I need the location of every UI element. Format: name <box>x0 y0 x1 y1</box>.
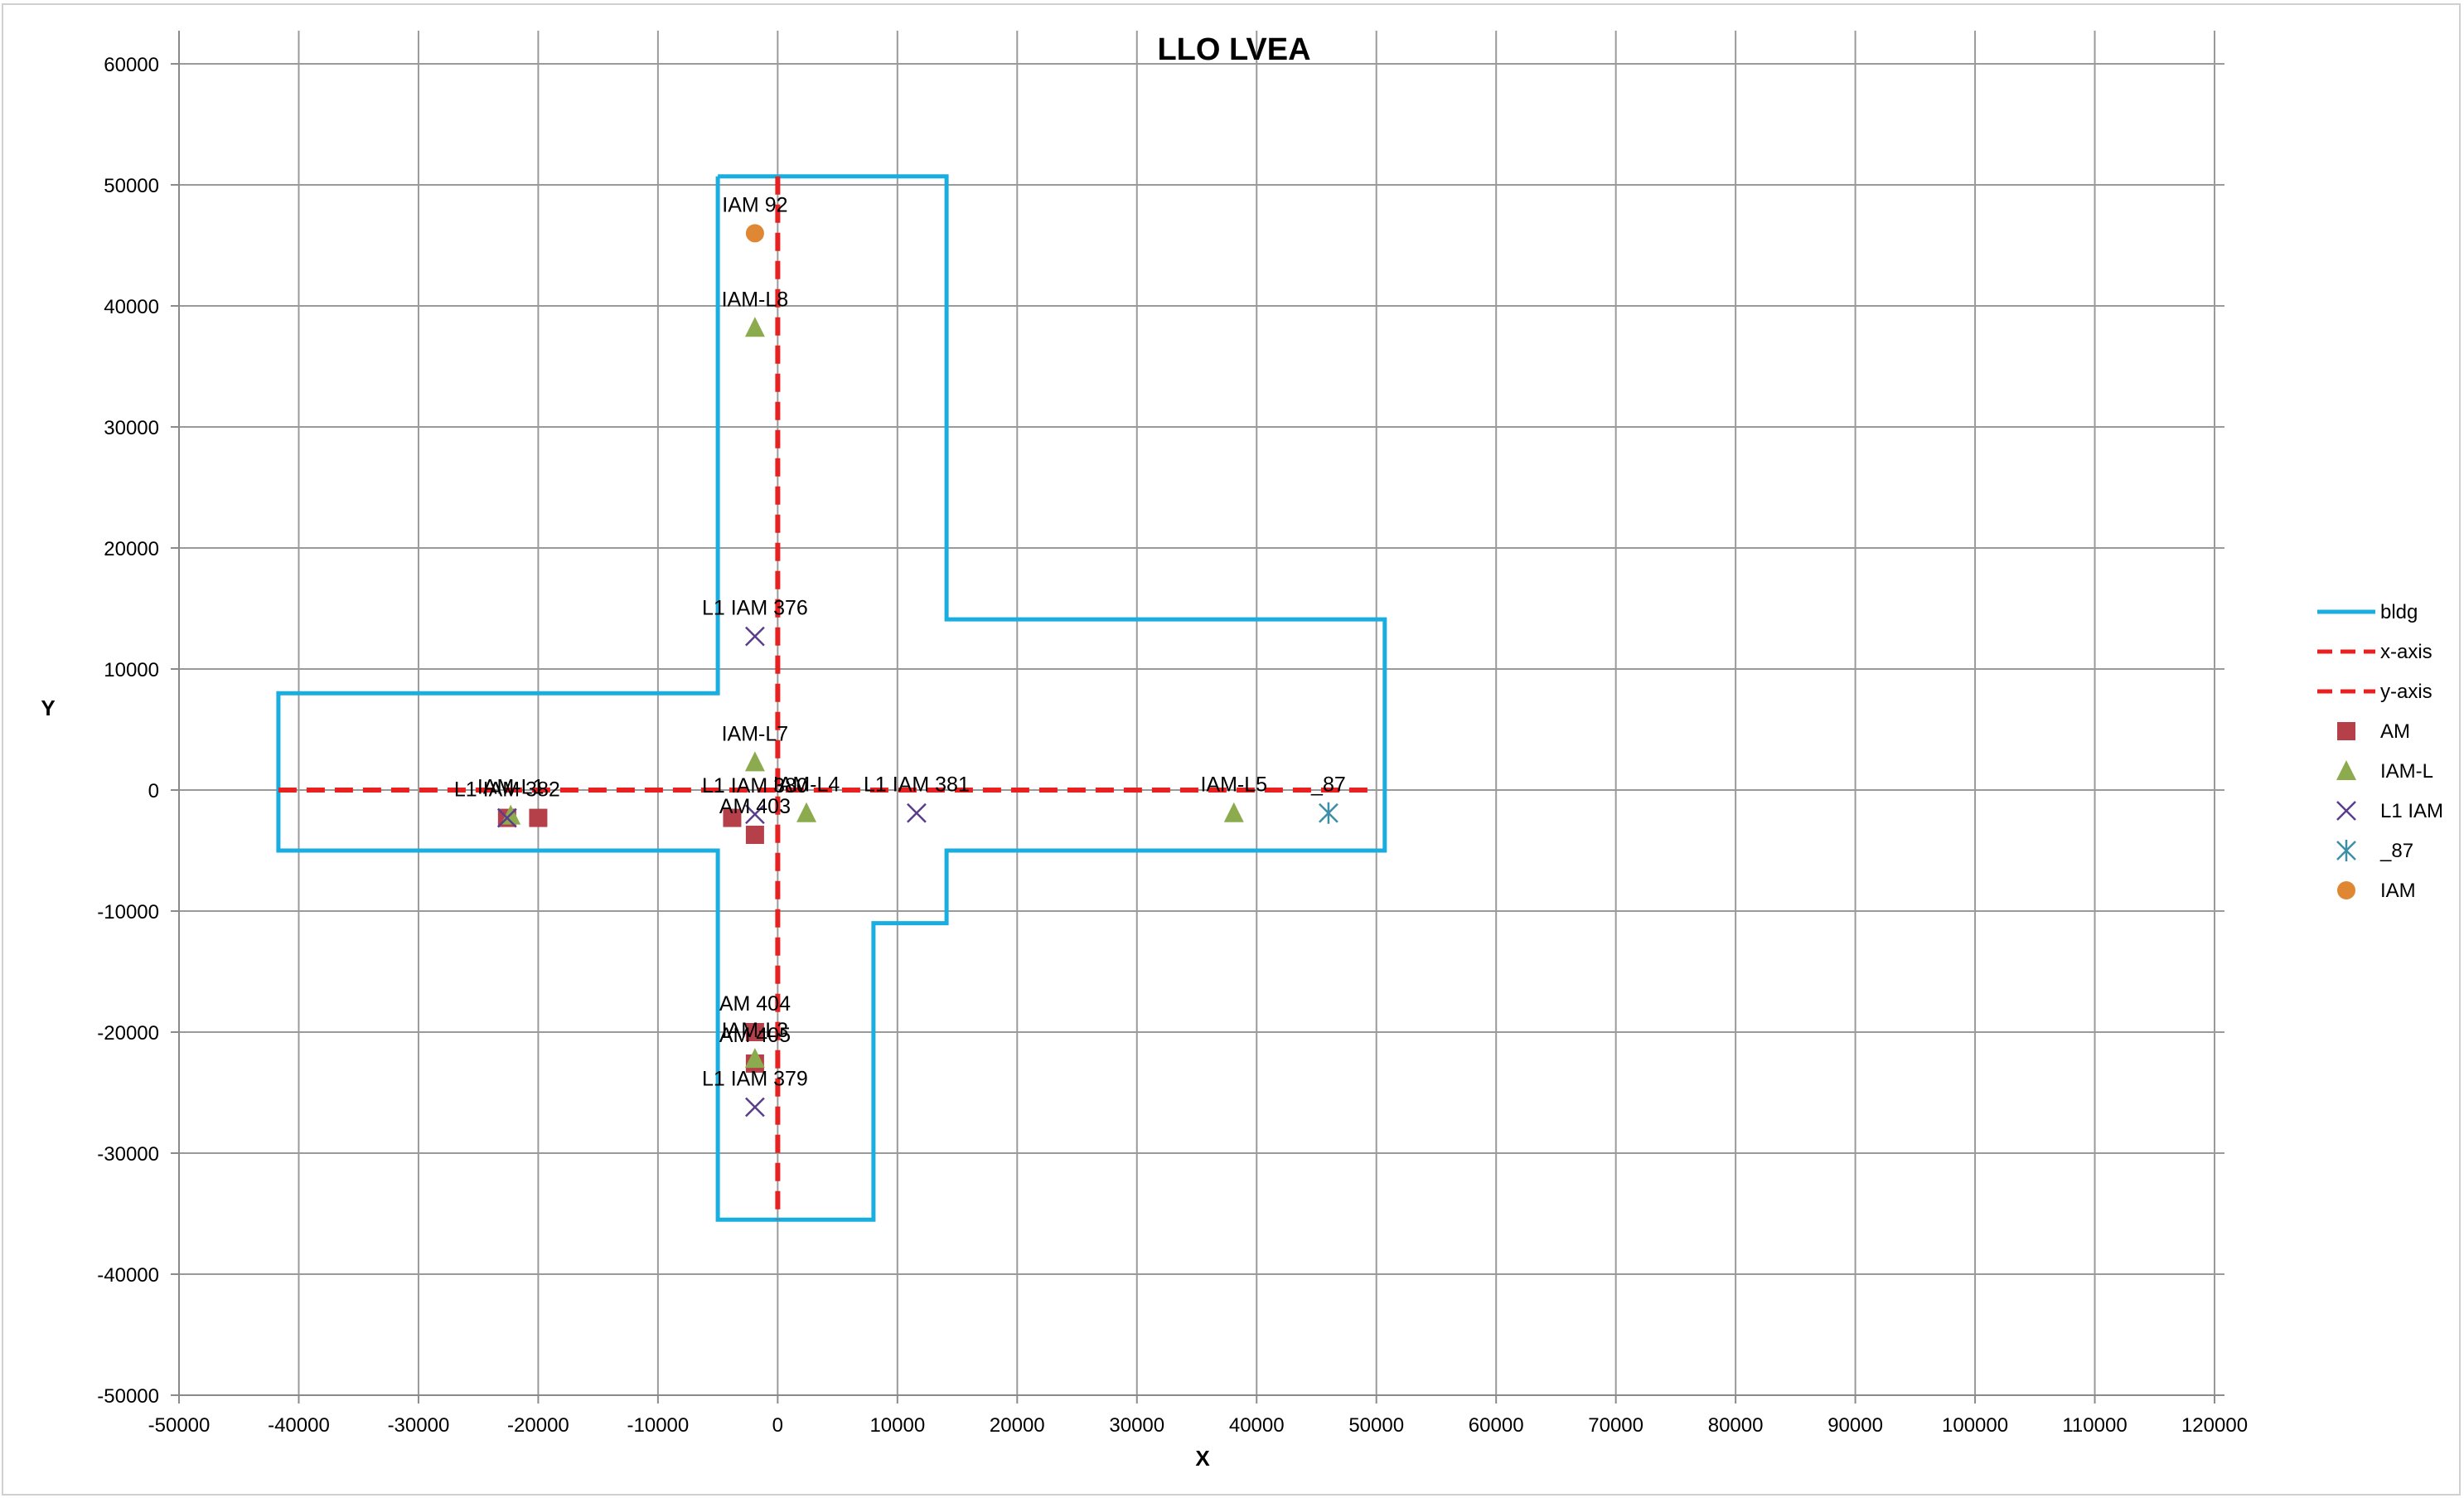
marker-iam-l <box>744 751 765 772</box>
legend-label-87: _87 <box>2379 840 2413 862</box>
legend: bldg x-axis y-axis AM IAM-L L1 IAM _87 IAM <box>2317 601 2443 902</box>
x-tick-label: 70000 <box>1588 1414 1643 1437</box>
point-label: IAM-L3 <box>722 1019 789 1042</box>
legend-label-l1-iam: L1 IAM <box>2380 800 2443 822</box>
legend-label-bldg: bldg <box>2380 601 2418 623</box>
marker-am <box>745 826 764 845</box>
legend-label-am: AM <box>2380 720 2410 743</box>
y-tick-label: 60000 <box>104 54 159 76</box>
x-tick-label: 100000 <box>1942 1414 2008 1437</box>
point-label: IAM-L4 <box>773 773 840 797</box>
grid-layer <box>178 31 2224 1396</box>
x-tick-label: -50000 <box>148 1414 211 1437</box>
point-label: L1 IAM 376 <box>702 597 808 620</box>
marker-l1-iam <box>496 807 517 828</box>
legend-label-y-axis: y-axis <box>2380 681 2433 703</box>
marker-87 <box>1319 802 1338 824</box>
legend-label-iam: IAM <box>2380 880 2416 902</box>
x-tick-label: 80000 <box>1708 1414 1764 1437</box>
series-line-bldg <box>276 174 1387 1222</box>
y-tick-label: 30000 <box>104 417 159 439</box>
marker-am <box>745 1023 764 1041</box>
legend-swatch-87 <box>2336 840 2356 861</box>
y-axis-title: Y <box>41 696 55 720</box>
marker-l1-iam <box>745 1097 765 1117</box>
point-label: L1 IAM 380 <box>702 774 808 797</box>
legend-swatch-l1-iam <box>2336 801 2356 821</box>
y-tick-label: 10000 <box>104 659 159 681</box>
marker-am <box>723 808 742 827</box>
chart-frame <box>2 3 2461 1496</box>
x-tick-label: 30000 <box>1109 1414 1164 1437</box>
marker-iam-l <box>796 802 817 822</box>
legend-swatch-iam <box>2337 881 2355 899</box>
x-tick-label: 0 <box>772 1414 783 1437</box>
point-label: L1 IAM 379 <box>702 1068 808 1091</box>
x-tick-label: 60000 <box>1469 1414 1524 1437</box>
marker-l1-iam <box>907 802 927 823</box>
marker-l1-iam <box>745 626 765 647</box>
point-label: _87 <box>1310 773 1346 797</box>
point-labels-layer: AM 403 AM 404 AM 405 IAM-L8 IAM-L7 IAM-L4 IAM-… <box>454 193 1346 1090</box>
marker-iam-l <box>744 1048 765 1069</box>
x-tick-label: 40000 <box>1229 1414 1285 1437</box>
x-tick-label: 90000 <box>1827 1414 1883 1437</box>
legend-label-iam-l: IAM-L <box>2380 760 2433 783</box>
point-label: IAM 92 <box>722 193 787 216</box>
series-layer <box>276 174 1387 1222</box>
x-tick-label: -40000 <box>268 1414 330 1437</box>
x-tick-label: -10000 <box>627 1414 690 1437</box>
marker-l1-iam <box>745 804 765 825</box>
x-tick-label: -20000 <box>507 1414 569 1437</box>
y-tick-label: -20000 <box>97 1022 159 1045</box>
marker-iam-l <box>1223 802 1244 822</box>
point-label: IAM-L8 <box>722 288 789 311</box>
x-tick-label: 120000 <box>2181 1414 2248 1437</box>
marker-iam-l <box>744 317 765 337</box>
marker-iam <box>745 224 764 243</box>
y-tick-label: -10000 <box>97 901 159 924</box>
point-label: IAM-L5 <box>1200 773 1267 797</box>
marker-am <box>529 808 548 827</box>
chart-title: LLO LVEA <box>1157 32 1310 67</box>
y-tick-label: 40000 <box>104 296 159 318</box>
point-label: IAM-L1 <box>477 776 545 799</box>
point-label: IAM-L7 <box>722 722 789 745</box>
x-tick-label: 110000 <box>2062 1414 2127 1437</box>
axes-layer: -50000 -40000 -30000 -20000 -10000 0 10000 2000… <box>97 31 2248 1437</box>
legend-label-x-axis: x-axis <box>2380 641 2433 663</box>
y-tick-label: 50000 <box>104 175 159 197</box>
y-tick-label: 20000 <box>104 538 159 560</box>
legend-swatch-am <box>2337 722 2355 740</box>
x-axis-title: X <box>1195 1446 1210 1471</box>
x-tick-label: 20000 <box>990 1414 1045 1437</box>
y-tick-label: -40000 <box>97 1264 159 1287</box>
point-label: AM 403 <box>719 795 791 818</box>
point-label: L1 IAM 381 <box>864 773 970 797</box>
x-tick-label: 50000 <box>1348 1414 1404 1437</box>
y-tick-label: -50000 <box>97 1385 159 1408</box>
point-label: AM 405 <box>719 1024 791 1047</box>
x-tick-label: 10000 <box>869 1414 925 1437</box>
x-tick-label: -30000 <box>388 1414 450 1437</box>
point-label: AM 404 <box>719 992 791 1016</box>
legend-swatch-iam-l <box>2336 760 2356 780</box>
point-label: L1 IAM 382 <box>454 778 560 802</box>
y-tick-label: -30000 <box>97 1143 159 1166</box>
y-tick-label: 0 <box>148 780 159 802</box>
